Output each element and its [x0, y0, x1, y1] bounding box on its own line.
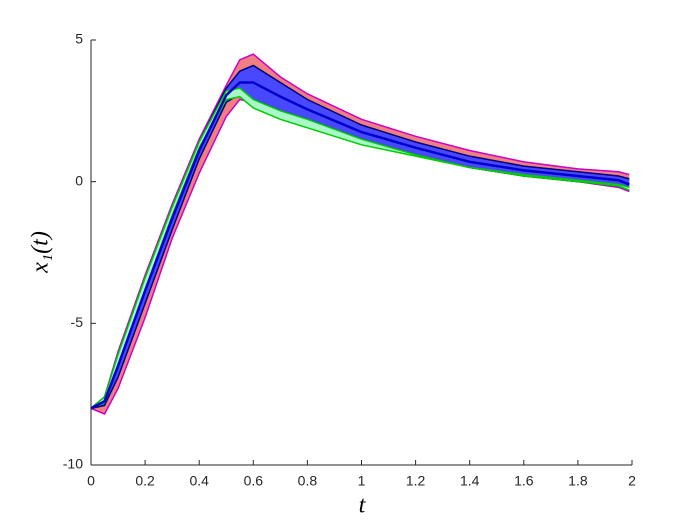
band-edge [90, 87, 630, 409]
x-axis-label: t [359, 493, 367, 519]
band-area [91, 65, 630, 409]
x-tick-label: 1 [358, 473, 366, 489]
x-tick-label: 1.6 [514, 473, 534, 489]
x-tick-label: 0.6 [244, 473, 264, 489]
y-axis-label: x₁(t) [28, 231, 54, 274]
y-tick-label: 5 [75, 31, 83, 47]
x-tick-label: 0 [87, 473, 95, 489]
x-tick-label: 1.2 [406, 473, 426, 489]
y-tick-label: -5 [71, 314, 84, 330]
x-tick-label: 1.8 [568, 473, 588, 489]
center-line [90, 81, 630, 410]
x-tick-label: 0.8 [298, 473, 318, 489]
band-edge [90, 53, 630, 409]
x-tick-label: 0.4 [189, 473, 209, 489]
x-tick-label: 0.2 [135, 473, 155, 489]
y-tick-label: -10 [63, 456, 83, 472]
x-tick-label: 1.4 [460, 473, 480, 489]
x-tick-label: 2 [628, 473, 636, 489]
y-tick-label: 0 [75, 172, 83, 188]
